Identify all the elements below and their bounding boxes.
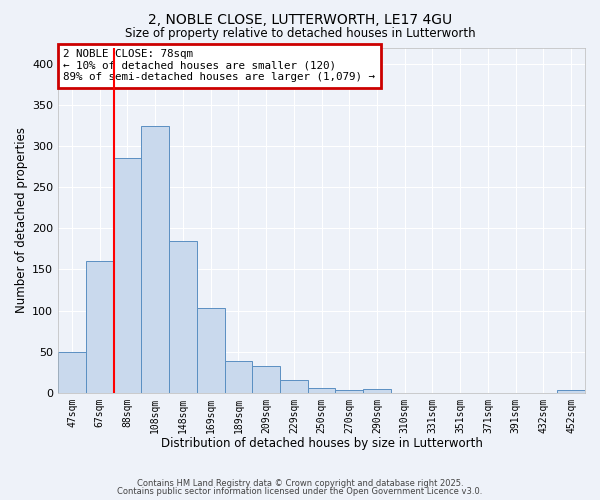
Bar <box>169 240 197 392</box>
Bar <box>86 261 113 392</box>
Bar <box>113 158 142 392</box>
Text: Contains HM Land Registry data © Crown copyright and database right 2025.: Contains HM Land Registry data © Crown c… <box>137 478 463 488</box>
Text: 2, NOBLE CLOSE, LUTTERWORTH, LE17 4GU: 2, NOBLE CLOSE, LUTTERWORTH, LE17 4GU <box>148 12 452 26</box>
Bar <box>335 390 363 392</box>
Bar <box>252 366 280 392</box>
X-axis label: Distribution of detached houses by size in Lutterworth: Distribution of detached houses by size … <box>161 437 482 450</box>
Y-axis label: Number of detached properties: Number of detached properties <box>15 127 28 313</box>
Bar <box>58 352 86 393</box>
Bar <box>224 362 252 392</box>
Bar <box>308 388 335 392</box>
Bar <box>363 390 391 392</box>
Text: Contains public sector information licensed under the Open Government Licence v3: Contains public sector information licen… <box>118 487 482 496</box>
Text: Size of property relative to detached houses in Lutterworth: Size of property relative to detached ho… <box>125 28 475 40</box>
Bar <box>280 380 308 392</box>
Bar <box>142 126 169 392</box>
Bar <box>557 390 585 392</box>
Bar <box>197 308 224 392</box>
Text: 2 NOBLE CLOSE: 78sqm
← 10% of detached houses are smaller (120)
89% of semi-deta: 2 NOBLE CLOSE: 78sqm ← 10% of detached h… <box>64 49 376 82</box>
